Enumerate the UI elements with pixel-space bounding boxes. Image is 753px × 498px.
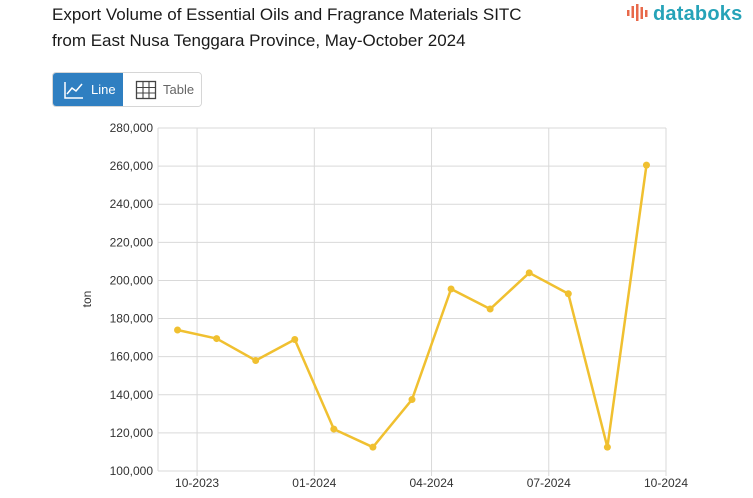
data-point[interactable] [603, 443, 611, 451]
data-point[interactable] [369, 443, 377, 451]
databoks-logo-icon [627, 4, 648, 21]
data-point[interactable] [252, 356, 260, 364]
data-point[interactable] [291, 336, 299, 344]
y-tick-label: 180,000 [110, 312, 154, 326]
x-tick-label: 04-2024 [410, 476, 454, 490]
series-layer [174, 161, 650, 451]
chart-title-line1: Export Volume of Essential Oils and Frag… [52, 5, 522, 24]
chart-title-line2: from East Nusa Tenggara Province, May-Oc… [52, 31, 466, 50]
y-tick-label: 120,000 [110, 426, 154, 440]
y-tick-label: 280,000 [110, 121, 154, 135]
y-axis-label: ton [80, 291, 94, 308]
data-point[interactable] [174, 326, 182, 334]
line-chart-icon [64, 81, 83, 99]
data-point[interactable] [486, 305, 494, 313]
data-point[interactable] [330, 425, 338, 433]
data-point[interactable] [564, 290, 572, 298]
table-view-button[interactable]: Table [123, 73, 201, 106]
y-tick-label: 260,000 [110, 159, 154, 173]
data-point[interactable] [525, 269, 533, 277]
data-point[interactable] [408, 396, 416, 404]
y-tick-label: 240,000 [110, 197, 154, 211]
x-tick-label: 07-2024 [527, 476, 571, 490]
data-point[interactable] [213, 335, 221, 343]
table-view-label: Table [163, 82, 195, 97]
view-toggle: Line Table [52, 72, 202, 107]
line-view-label: Line [91, 82, 116, 97]
y-axis-ticks: 100,000 120,000 140,000 160,000 180,000 200,0… [110, 121, 154, 478]
x-axis-ticks: 10-2023 01-2024 04-2024 07-2024 10-2024 [175, 476, 688, 490]
x-tick-label: 10-2024 [644, 476, 688, 490]
grid-lines [157, 127, 667, 476]
brand-name: databoks [653, 2, 743, 25]
data-point[interactable] [642, 161, 650, 169]
y-tick-label: 160,000 [110, 350, 154, 364]
line-view-button[interactable]: Line [53, 73, 123, 106]
chart-title: Export Volume of Essential Oils and Frag… [52, 2, 612, 54]
y-tick-label: 200,000 [110, 273, 154, 287]
x-tick-label: 10-2023 [175, 476, 219, 490]
series-line [177, 164, 648, 449]
brand-logo[interactable]: databoks [626, 2, 742, 26]
y-tick-label: 220,000 [110, 235, 154, 249]
data-point[interactable] [447, 285, 455, 293]
y-tick-label: 140,000 [110, 388, 154, 402]
x-tick-label: 01-2024 [292, 476, 336, 490]
table-grid-icon [135, 80, 157, 99]
y-tick-label: 100,000 [110, 464, 154, 478]
